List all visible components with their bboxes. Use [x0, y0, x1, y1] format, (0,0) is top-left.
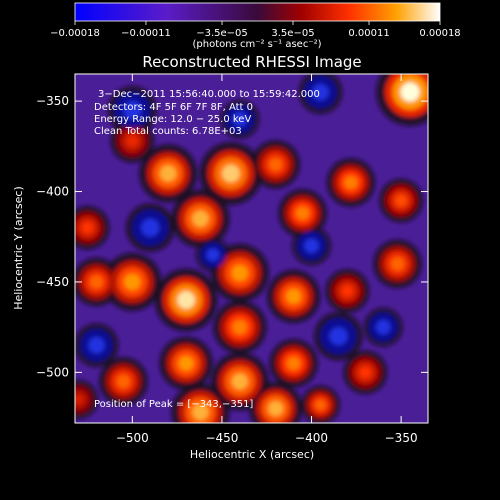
heatmap-blob-core — [312, 84, 329, 101]
heatmap-blob-core — [344, 175, 358, 190]
heatmap-blob-core — [286, 288, 302, 304]
heatmap-blob-core — [286, 356, 301, 371]
heatmap-blob-core — [160, 165, 177, 182]
y-tick-label: −450 — [36, 275, 69, 289]
chart-title: Reconstructed RHESSI Image — [142, 53, 361, 71]
heatmap-blob-core — [75, 394, 85, 405]
heatmap-blob-core — [177, 291, 195, 309]
annotation-clean-counts: Clean Total counts: 6.78E+03 — [94, 126, 242, 137]
heatmap-blob-core — [232, 319, 248, 335]
x-tick-label: −500 — [116, 431, 149, 445]
heatmap-blob-core — [400, 82, 420, 102]
x-tick-label: −400 — [295, 431, 328, 445]
colorbar-ticks: −0.00018 −0.00011 −3.5e−05 3.5e−05 0.00011 0.… — [50, 21, 461, 39]
heatmap-blob-core — [376, 319, 391, 335]
heatmap-blob-core — [304, 238, 319, 253]
annotation-time-range: 3−Dec−2011 15:56:40.000 to 15:59:42.000 — [98, 89, 320, 100]
axes: −500 −450 −400 −350 −350 −400 −450 −500 — [36, 74, 428, 445]
x-tick-label: −350 — [385, 431, 418, 445]
colorbar-tick-label: 0.00018 — [419, 28, 460, 39]
heatmap-blob-core — [206, 248, 220, 262]
heatmap-blob-core — [88, 337, 105, 354]
heatmap-blob-core — [232, 112, 248, 127]
heatmap-blob-core — [192, 403, 209, 421]
heatmap-blob-core — [141, 218, 160, 237]
heatmap-blob-core — [116, 374, 131, 389]
colorbar-tick-label: 0.00011 — [348, 28, 389, 39]
colorbar — [74, 2, 441, 22]
x-axis-label: Heliocentric X (arcsec) — [190, 448, 314, 461]
heatmap-blob-core — [126, 134, 139, 148]
x-tick-label: −450 — [205, 431, 238, 445]
heatmap-blob-core — [315, 399, 326, 411]
colorbar-tick-label: −0.00011 — [121, 28, 171, 39]
heatmap-blob-core — [295, 206, 310, 221]
heatmap-blob-core — [341, 284, 354, 298]
heatmap-blob-core — [124, 273, 141, 291]
annotation-energy-range: Energy Range: 12.0 − 25.0 keV — [94, 114, 251, 125]
y-axis-label: Heliocentric Y (arcsec) — [12, 186, 25, 310]
colorbar-tick-label: −0.00018 — [50, 28, 100, 39]
heatmap-blob-core — [222, 164, 240, 183]
heatmap-blob-core — [268, 157, 283, 172]
heatmap-blob-core — [359, 366, 372, 379]
colorbar-tick-label: 3.5e−05 — [271, 28, 314, 39]
colorbar-units: (photons cm⁻² s⁻¹ asec⁻²) — [192, 39, 321, 50]
colorbar-tick-label: −3.5e−05 — [196, 28, 248, 39]
annotation-detectors: Detectors: 4F 5F 6F 7F 8F, Att 0 — [94, 102, 253, 113]
heatmap-blob-core — [81, 221, 94, 234]
y-tick-label: −400 — [36, 185, 69, 199]
heatmap-blob-core — [390, 257, 405, 271]
heatmap-blob-core — [394, 194, 408, 207]
y-tick-label: −500 — [36, 365, 69, 379]
heatmap-blob-core — [192, 210, 209, 227]
heatmap-blob-core — [178, 355, 194, 371]
heatmap-blob-core — [329, 327, 348, 346]
heatmap-blob-core — [231, 264, 249, 282]
heatmap-blob-core — [89, 275, 104, 289]
heatmap-image — [75, 74, 428, 423]
plot-frame — [74, 73, 429, 424]
heatmap-blob-core — [268, 401, 284, 417]
peak-position-label: Position of Peak = [−343,−351] — [94, 399, 253, 410]
heatmap-blob-core — [123, 101, 142, 120]
y-tick-label: −350 — [36, 94, 69, 108]
heatmap-blob-core — [231, 373, 249, 390]
